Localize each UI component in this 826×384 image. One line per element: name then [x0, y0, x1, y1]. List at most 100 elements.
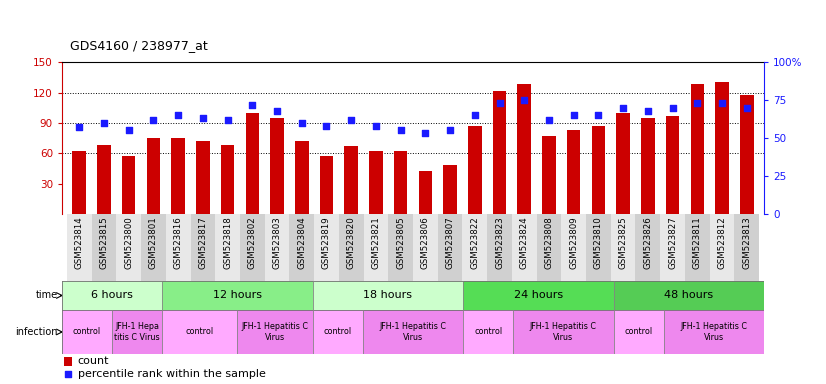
Bar	[419, 171, 432, 214]
Bar	[67, 214, 92, 281]
Bar	[610, 214, 635, 281]
Bar	[339, 214, 363, 281]
Text: control: control	[73, 328, 101, 336]
Point	[122, 127, 135, 134]
Bar	[517, 84, 531, 214]
Text: GSM523804: GSM523804	[297, 216, 306, 269]
Point	[295, 120, 308, 126]
Bar	[413, 214, 438, 281]
Bar	[245, 113, 259, 214]
Point	[616, 104, 629, 111]
Point	[468, 112, 482, 118]
Text: GSM523815: GSM523815	[99, 216, 108, 269]
Bar	[664, 310, 764, 354]
Bar	[369, 151, 382, 214]
Bar	[62, 310, 112, 354]
Point	[97, 120, 111, 126]
Bar	[238, 310, 313, 354]
Bar	[715, 83, 729, 214]
Bar	[463, 281, 614, 310]
Bar	[614, 310, 664, 354]
Bar	[147, 138, 160, 214]
Text: GSM523810: GSM523810	[594, 216, 603, 269]
Bar	[141, 214, 166, 281]
Text: GSM523806: GSM523806	[421, 216, 430, 269]
Point	[369, 123, 382, 129]
Text: JFH-1 Hepatitis C
Virus: JFH-1 Hepatitis C Virus	[241, 322, 309, 342]
Text: GSM523808: GSM523808	[544, 216, 553, 269]
Bar	[92, 214, 116, 281]
Text: GSM523807: GSM523807	[445, 216, 454, 269]
Text: GSM523824: GSM523824	[520, 216, 529, 269]
Bar	[586, 214, 610, 281]
Bar	[116, 214, 141, 281]
Bar	[313, 310, 363, 354]
Bar	[463, 214, 487, 281]
Bar	[162, 281, 313, 310]
Point	[493, 100, 506, 106]
Bar	[710, 214, 734, 281]
Text: GSM523812: GSM523812	[718, 216, 727, 269]
Bar	[313, 281, 463, 310]
Text: JFH-1 Hepatitis C
Virus: JFH-1 Hepatitis C Virus	[681, 322, 748, 342]
Text: GSM523825: GSM523825	[619, 216, 628, 269]
Text: count: count	[78, 356, 109, 366]
Text: GSM523811: GSM523811	[693, 216, 702, 269]
Text: JFH-1 Hepatitis C
Virus: JFH-1 Hepatitis C Virus	[379, 322, 447, 342]
Point	[270, 108, 283, 114]
Point	[567, 112, 581, 118]
Text: GSM523800: GSM523800	[124, 216, 133, 269]
Bar	[394, 151, 407, 214]
Bar	[537, 214, 562, 281]
Bar	[635, 214, 660, 281]
Text: GSM523805: GSM523805	[396, 216, 405, 269]
Text: control: control	[324, 328, 352, 336]
Bar	[542, 136, 556, 214]
Text: GSM523816: GSM523816	[173, 216, 183, 269]
Bar	[691, 84, 704, 214]
Text: 48 hours: 48 hours	[664, 290, 714, 301]
Bar	[616, 113, 630, 214]
Bar	[344, 146, 358, 214]
Point	[61, 371, 74, 377]
Point	[740, 104, 753, 111]
Point	[394, 127, 407, 134]
Text: 18 hours: 18 hours	[363, 290, 412, 301]
Bar	[320, 156, 333, 214]
Bar	[388, 214, 413, 281]
Text: JFH-1 Hepatitis C
Virus: JFH-1 Hepatitis C Virus	[530, 322, 597, 342]
Bar	[463, 310, 513, 354]
Point	[641, 108, 654, 114]
Text: time: time	[36, 290, 58, 301]
Text: GDS4160 / 238977_at: GDS4160 / 238977_at	[70, 39, 208, 52]
Point	[691, 100, 704, 106]
Bar	[567, 130, 581, 214]
Bar	[493, 91, 506, 214]
Bar	[166, 214, 191, 281]
Text: control: control	[474, 328, 502, 336]
Bar	[171, 138, 185, 214]
Text: GSM523823: GSM523823	[495, 216, 504, 269]
Point	[221, 117, 235, 123]
Bar	[314, 214, 339, 281]
Bar	[363, 214, 388, 281]
Bar	[264, 214, 289, 281]
Bar	[614, 281, 764, 310]
Bar	[64, 357, 73, 366]
Bar	[295, 141, 309, 214]
Bar	[468, 126, 482, 214]
Text: GSM523821: GSM523821	[372, 216, 381, 269]
Bar	[513, 310, 614, 354]
Text: percentile rank within the sample: percentile rank within the sample	[78, 369, 266, 379]
Text: GSM523813: GSM523813	[743, 216, 751, 269]
Bar	[73, 151, 86, 214]
Text: GSM523819: GSM523819	[322, 216, 331, 268]
Point	[543, 117, 556, 123]
Bar	[591, 126, 605, 214]
Bar	[191, 214, 216, 281]
Text: infection: infection	[16, 327, 58, 337]
Text: control: control	[186, 328, 214, 336]
Bar	[270, 118, 284, 214]
Text: GSM523826: GSM523826	[643, 216, 653, 269]
Text: 24 hours: 24 hours	[514, 290, 563, 301]
